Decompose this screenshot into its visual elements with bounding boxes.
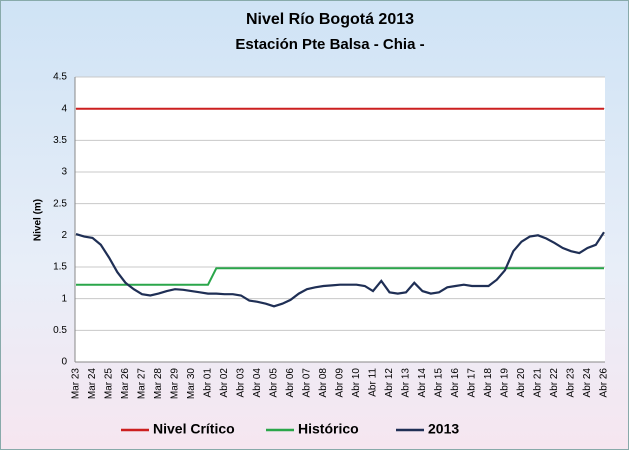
x-tick-label: Abr 11 xyxy=(368,368,379,397)
y-tick-label: 1.5 xyxy=(53,262,67,273)
chart-subtitle: Estación Pte Balsa - Chia - xyxy=(235,36,424,53)
legend-label: Histórico xyxy=(298,421,359,437)
y-tick-label: 2.5 xyxy=(53,198,67,209)
legend-label: 2013 xyxy=(428,421,459,437)
x-tick-label: Abr 12 xyxy=(384,368,395,398)
series-line xyxy=(75,231,605,308)
chart-title: Nivel Río Bogotá 2013 xyxy=(246,11,414,28)
x-tick-label: Abr 01 xyxy=(203,368,214,398)
x-tick-label: Mar 30 xyxy=(186,368,197,400)
x-tick-label: Abr 23 xyxy=(566,368,577,398)
y-tick-label: 3.5 xyxy=(53,135,67,146)
x-tick-label: Abr 26 xyxy=(599,368,610,398)
y-tick-label: 0.5 xyxy=(53,325,67,336)
x-tick-label: Mar 24 xyxy=(87,368,98,400)
x-tick-label: Abr 19 xyxy=(500,368,511,398)
y-tick-label: 0 xyxy=(61,357,67,368)
x-tick-label: Abr 08 xyxy=(318,368,329,398)
x-tick-label: Abr 09 xyxy=(335,368,346,398)
x-tick-label: Abr 24 xyxy=(582,368,593,398)
y-tick-label: 4 xyxy=(61,103,67,114)
x-tick-label: Abr 20 xyxy=(516,368,527,398)
x-tick-label: Abr 15 xyxy=(434,368,445,398)
x-tick-label: Abr 22 xyxy=(549,368,560,398)
x-tick-label: Abr 04 xyxy=(252,368,263,398)
x-tick-label: Abr 13 xyxy=(401,368,412,398)
y-tick-label: 1 xyxy=(61,293,67,304)
x-tick-label: Abr 07 xyxy=(302,368,313,398)
x-tick-label: Abr 02 xyxy=(219,368,230,398)
x-tick-label: Abr 18 xyxy=(483,368,494,398)
x-tick-label: Abr 14 xyxy=(417,368,428,398)
legend-label: Nivel Crítico xyxy=(153,421,235,437)
x-tick-label: Mar 29 xyxy=(170,368,181,400)
y-tick-label: 4.5 xyxy=(53,72,67,83)
series-line xyxy=(76,267,604,286)
x-tick-label: Mar 23 xyxy=(71,368,82,400)
y-axis-label: Nivel (m) xyxy=(33,199,44,241)
x-tick-label: Mar 27 xyxy=(137,368,148,400)
x-tick-label: Mar 28 xyxy=(153,368,164,400)
x-tick-label: Abr 17 xyxy=(467,368,478,398)
y-tick-label: 2 xyxy=(61,230,67,241)
x-tick-label: Abr 21 xyxy=(533,368,544,398)
x-tick-label: Mar 25 xyxy=(104,368,115,400)
x-tick-label: Abr 05 xyxy=(269,368,280,398)
x-tick-label: Abr 03 xyxy=(236,368,247,398)
plot-area xyxy=(75,77,605,362)
x-tick-label: Abr 10 xyxy=(351,368,362,398)
y-tick-label: 3 xyxy=(61,167,67,178)
x-tick-label: Mar 26 xyxy=(120,368,131,400)
x-tick-label: Abr 16 xyxy=(450,368,461,398)
x-tick-label: Abr 06 xyxy=(285,368,296,398)
